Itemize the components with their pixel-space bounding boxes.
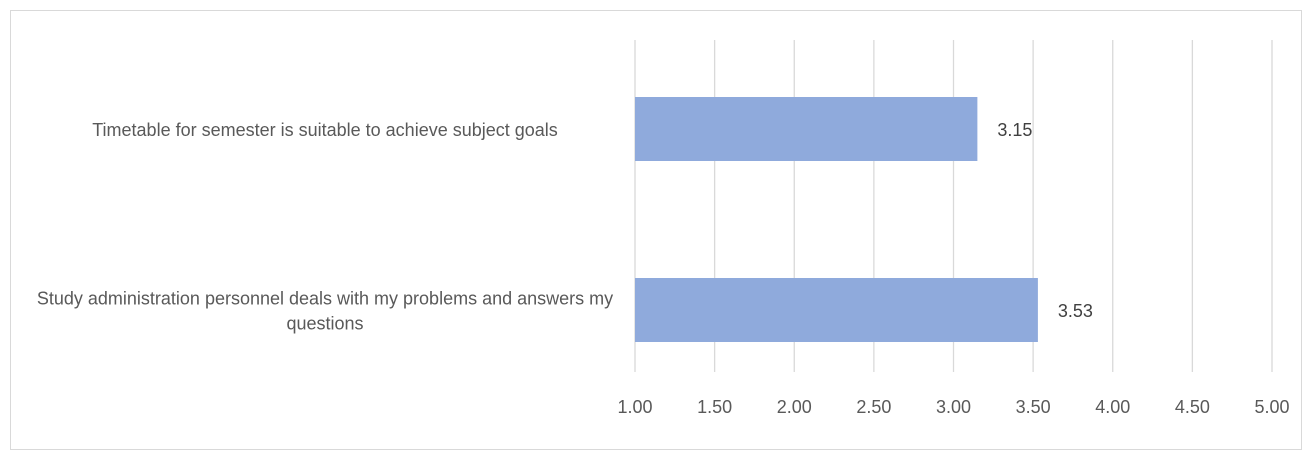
- data-label: 3.15: [997, 120, 1032, 140]
- x-tick-label: 3.00: [936, 397, 971, 417]
- bars: [635, 97, 1038, 342]
- x-tick-label: 3.50: [1016, 397, 1051, 417]
- x-tick-label: 2.00: [777, 397, 812, 417]
- x-tick-label: 1.50: [697, 397, 732, 417]
- x-tick-label: 4.50: [1175, 397, 1210, 417]
- x-tick-label: 2.50: [856, 397, 891, 417]
- category-label: Timetable for semester is suitable to ac…: [92, 120, 558, 140]
- chart-frame: [10, 10, 1302, 450]
- bar-2: [635, 278, 1038, 342]
- x-tick-label: 5.00: [1254, 397, 1289, 417]
- bar-1: [635, 97, 978, 161]
- category-label: Study administration personnel deals wit…: [37, 289, 613, 309]
- labels: 1.00 1.50 2.00 2.50 3.00 3.50 4.00 4.50 5.00 3.15…: [37, 120, 1290, 417]
- x-tick-label: 1.00: [617, 397, 652, 417]
- data-label: 3.53: [1058, 301, 1093, 321]
- x-tick-label: 4.00: [1095, 397, 1130, 417]
- category-label: questions: [286, 314, 363, 334]
